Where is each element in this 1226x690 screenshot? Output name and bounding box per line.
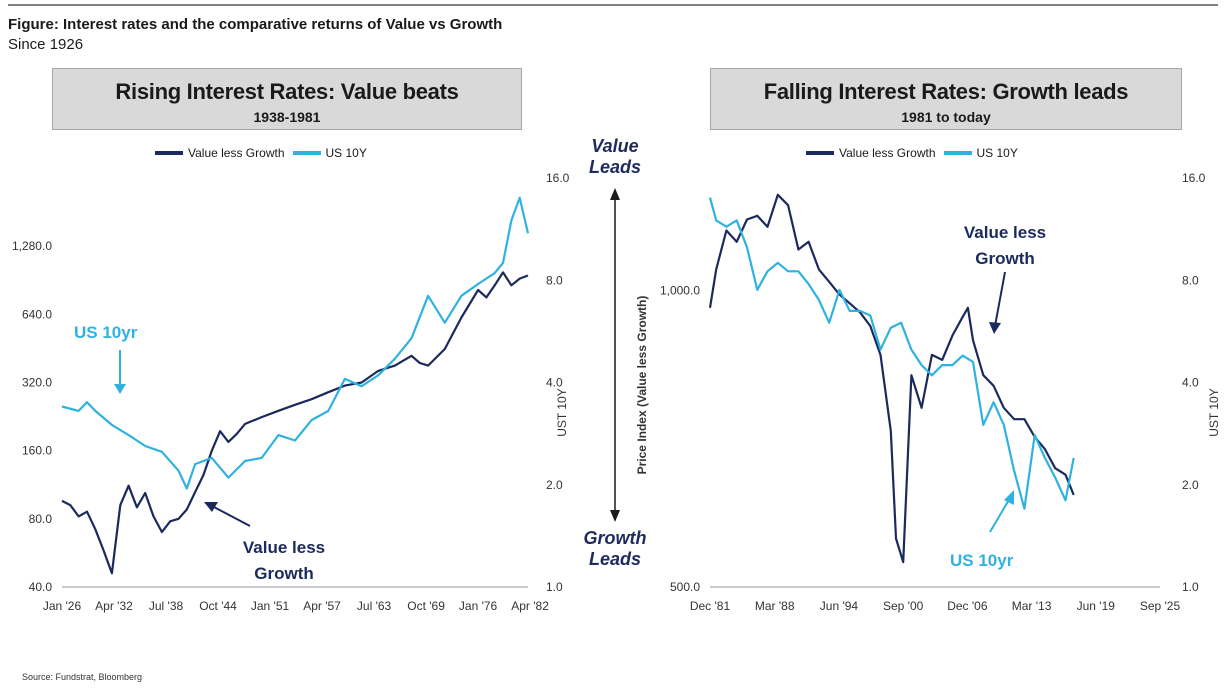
annotation-arrowhead-vlg-left xyxy=(204,502,218,512)
legend-swatch xyxy=(155,151,183,155)
annotation-arrow-us10yr-right xyxy=(989,497,1011,533)
value-leads-line1: Value xyxy=(591,136,639,156)
x-tick-label: Mar '13 xyxy=(1012,599,1052,613)
right-legend: Value less Growth US 10Y xyxy=(806,146,1018,160)
x-tick-label: Jun '19 xyxy=(1077,599,1116,613)
x-tick-label: Apr '32 xyxy=(95,599,133,613)
series-line-value-less-growth xyxy=(708,193,1075,564)
top-rule xyxy=(8,4,1218,6)
growth-leads-label: Growth Leads xyxy=(572,528,658,570)
y-left-tick-label: 40.0 xyxy=(29,580,53,594)
x-tick-label: Dec '06 xyxy=(947,599,988,613)
series-line-us10y xyxy=(708,197,1075,510)
series-line-value-less-growth xyxy=(61,271,529,575)
y-left-tick-label: 160.0 xyxy=(22,444,52,458)
x-tick-label: Jul '38 xyxy=(149,599,184,613)
x-tick-label: Sep '25 xyxy=(1140,599,1181,613)
series-line-us10y xyxy=(61,196,530,490)
legend-label: US 10Y xyxy=(325,146,367,160)
value-leads-label: Value Leads xyxy=(572,136,658,178)
growth-leads-line1: Growth xyxy=(583,528,647,548)
y-right-tick-label: 4.0 xyxy=(546,376,563,390)
legend-swatch xyxy=(806,151,834,155)
left-legend-item-vlg: Value less Growth xyxy=(155,146,285,160)
x-tick-label: Jan '76 xyxy=(459,599,498,613)
y-right-axis-title: UST 10Y xyxy=(1207,388,1221,436)
value-leads-line2: Leads xyxy=(588,157,642,177)
x-tick-label: Jan '26 xyxy=(43,599,82,613)
x-tick-label: Sep '00 xyxy=(883,599,924,613)
right-legend-item-us10y: US 10Y xyxy=(943,146,1018,160)
y-left-tick-label: 80.0 xyxy=(29,512,53,526)
y-right-tick-label: 16.0 xyxy=(1182,171,1206,185)
left-chart-subtitle: 1938-1981 xyxy=(253,109,321,125)
left-legend-item-us10y: US 10Y xyxy=(292,146,367,160)
annotation-us10yr-left: US 10yr xyxy=(74,323,138,342)
x-tick-label: Apr '57 xyxy=(303,599,341,613)
source-note: Source: Fundstrat, Bloomberg xyxy=(22,672,143,682)
x-tick-label: Jul '63 xyxy=(357,599,392,613)
y-left-axis-title: Price Index (Value less Growth) xyxy=(635,296,649,475)
x-tick-label: Oct '44 xyxy=(199,599,237,613)
annotation-vlg-right-line2: Growth xyxy=(975,249,1035,268)
y-right-tick-label: 4.0 xyxy=(1182,376,1199,390)
annotation-us10yr-right: US 10yr xyxy=(950,551,1014,570)
left-legend: Value less Growth US 10Y xyxy=(155,146,367,160)
y-right-tick-label: 1.0 xyxy=(1182,580,1199,594)
legend-label: Value less Growth xyxy=(188,146,285,160)
figure-title: Figure: Interest rates and the comparati… xyxy=(8,16,503,33)
x-tick-label: Jan '51 xyxy=(251,599,290,613)
x-tick-label: Mar '88 xyxy=(755,599,795,613)
x-tick-label: Dec '81 xyxy=(690,599,731,613)
right-legend-item-vlg: Value less Growth xyxy=(806,146,936,160)
right-chart-subtitle: 1981 to today xyxy=(901,109,991,125)
x-tick-label: Oct '69 xyxy=(407,599,445,613)
annotation-arrowhead-us10yr-left xyxy=(114,384,126,394)
annotation-arrow-vlg-left xyxy=(211,505,251,527)
legend-label: Value less Growth xyxy=(839,146,936,160)
y-left-tick-label: 320.0 xyxy=(22,376,52,390)
annotation-vlg-left-line1: Value less xyxy=(243,538,325,557)
y-left-tick-label: 1,280.0 xyxy=(12,239,52,253)
left-chart-title: Rising Interest Rates: Value beats xyxy=(115,79,459,104)
right-chart-header: Falling Interest Rates: Growth leads 198… xyxy=(710,68,1182,130)
annotation-arrowhead-us10yr-right xyxy=(1004,490,1014,505)
x-tick-label: Jun '94 xyxy=(820,599,859,613)
x-tick-label: Apr '82 xyxy=(511,599,549,613)
annotation-vlg-left-line2: Growth xyxy=(254,564,314,583)
y-right-tick-label: 2.0 xyxy=(1182,478,1199,492)
right-chart-title: Falling Interest Rates: Growth leads xyxy=(763,79,1129,104)
annotation-arrow-vlg-right xyxy=(994,271,1006,327)
growth-leads-line2: Leads xyxy=(588,549,642,569)
figure-subtitle: Since 1926 xyxy=(8,36,84,53)
legend-swatch xyxy=(943,151,972,155)
legend-label: US 10Y xyxy=(976,146,1018,160)
y-right-tick-label: 1.0 xyxy=(546,580,563,594)
y-right-tick-label: 2.0 xyxy=(546,478,563,492)
middle-arrowhead-up xyxy=(610,188,620,200)
y-right-tick-label: 8.0 xyxy=(546,273,563,287)
annotation-vlg-right-line1: Value less xyxy=(964,223,1046,242)
y-left-tick-label: 640.0 xyxy=(22,307,52,321)
y-left-tick-label: 500.0 xyxy=(670,580,700,594)
y-left-tick-label: 1,000.0 xyxy=(660,283,700,297)
y-right-tick-label: 8.0 xyxy=(1182,273,1199,287)
y-right-axis-title: UST 10Y xyxy=(555,388,569,436)
left-chart-header: Rising Interest Rates: Value beats 1938-… xyxy=(52,68,522,130)
middle-arrowhead-down xyxy=(610,510,620,522)
y-right-tick-label: 16.0 xyxy=(546,171,570,185)
legend-swatch xyxy=(292,151,321,155)
annotation-arrowhead-vlg-right xyxy=(989,322,1001,334)
